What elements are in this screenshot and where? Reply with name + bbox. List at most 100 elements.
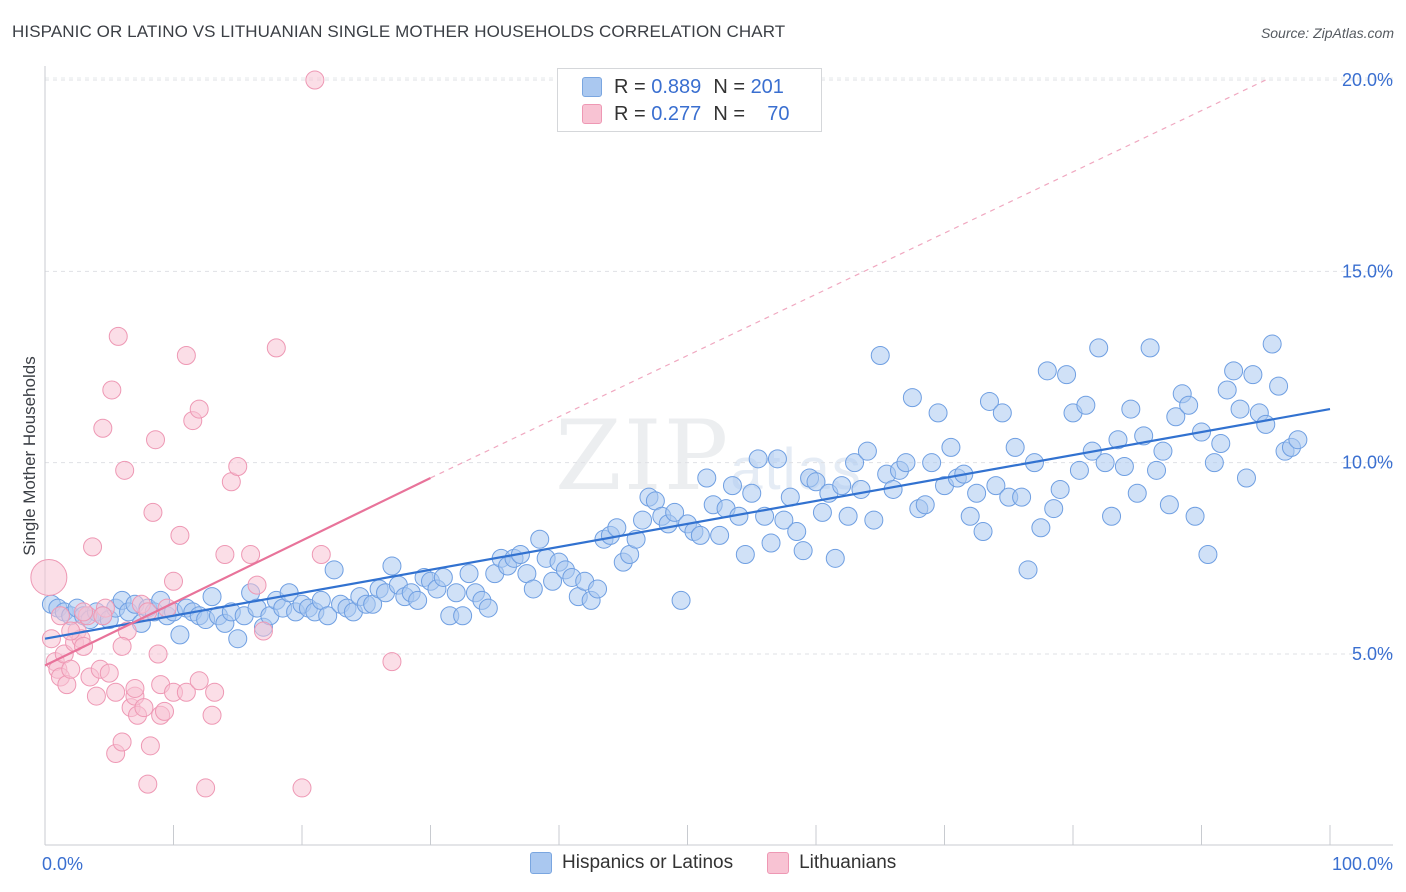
hispanic-point [1140,338,1160,358]
hispanic-point [530,529,550,549]
lithuanian-point [61,659,81,679]
hispanic-point [665,502,685,522]
hispanic-point [767,449,787,469]
lithuanian-trend-line [44,476,431,667]
n-label: N = [713,102,745,125]
hispanic-point [722,476,742,496]
lithuanian-point [61,621,81,641]
hispanic-point [1204,453,1224,473]
hispanic-point [690,525,710,545]
lithuanian-swatch [582,104,602,124]
hispanic-point [588,579,608,599]
hispanic-point [1102,506,1122,526]
hispanic-point [1217,380,1237,400]
hispanic-point [806,472,826,492]
hispanic-point [774,510,794,530]
hispanic-point [228,629,248,649]
hispanic-point [1050,479,1070,499]
hispanic-point [543,571,563,591]
lithuanian-point [83,537,103,557]
hispanic-point [1230,399,1250,419]
hispanic-trend-line [44,408,1331,640]
hispanic-point [170,625,190,645]
hispanic-legend-swatch [530,852,552,874]
hispanic-point [960,506,980,526]
hispanic-point [453,606,473,626]
lithuanian-point [266,338,286,358]
hispanic-point [671,590,691,610]
hispanic-point [382,556,402,576]
hispanic-point [1198,545,1218,565]
hispanic-point [1037,361,1057,381]
hispanic-point [922,453,942,473]
lithuanian-point [143,502,163,522]
lithuanian-point [30,558,68,596]
lithuanian-point [247,575,267,595]
lithuanian-point [382,652,402,672]
lithuanian-point [138,774,158,794]
lithuanian-point [189,671,209,691]
hispanic-point [1114,456,1134,476]
hispanic-r-value: 0.889 [651,75,702,98]
lithuanian-point [106,682,126,702]
lithuanian-point [99,663,119,683]
hispanic-point [748,449,768,469]
legend-row-hispanic: R = 0.889 N = 201 [582,74,784,100]
hispanic-point [1224,361,1244,381]
lithuanian-point [86,686,106,706]
lithuanian-point [170,525,190,545]
lithuanian-point [50,606,70,626]
source-label: Source: ZipAtlas.com [1260,25,1394,41]
hispanic-point [812,502,832,522]
lithuanian-point [74,602,94,622]
hispanic-point [1076,395,1096,415]
hispanic-point [851,479,871,499]
hispanic-point [1243,365,1263,385]
hispanic-point [1134,426,1154,446]
hispanic-point [459,564,479,584]
lithuanian-point [311,545,331,565]
lithuanian-point [176,346,196,366]
hispanic-point [902,388,922,408]
stats-legend: R = 0.889 N = 201 R = 0.277 N = 70 [557,68,822,132]
n-label: N = [713,75,745,98]
legend-item-lithuanian[interactable]: Lithuanians [767,852,896,874]
hispanic-point [1121,399,1141,419]
hispanic-point [202,587,222,607]
hispanic-point [870,346,890,366]
hispanic-point [761,533,781,553]
hispanic-point [1166,407,1186,427]
lithuanian-point [164,571,183,591]
hispanic-point [1095,453,1115,473]
legend-item-hispanic[interactable]: Hispanics or Latinos [530,852,733,874]
hispanic-point [1179,395,1199,415]
y-tick-label: 20.0% [1342,70,1393,90]
series-legend: Hispanics or Latinos Lithuanians [530,852,930,874]
hispanic-point [864,510,884,530]
hispanic-point [408,590,428,610]
r-label: R = [614,102,646,125]
lithuanian-n-value: 70 [767,102,790,125]
hispanic-point [1018,560,1038,580]
hispanic-point [787,522,807,542]
lithuanian-point [305,70,325,90]
y-tick-label: 5.0% [1352,644,1393,664]
hispanic-point [915,495,935,515]
lithuanian-point [253,621,273,641]
hispanic-point [793,541,813,561]
hispanic-point [896,453,916,473]
hispanic-point [433,567,453,587]
lithuanian-point [41,629,61,649]
hispanic-point [1069,460,1089,480]
legend-row-lithuanian: R = 0.277 N = 70 [582,101,789,127]
hispanic-point [1153,441,1173,461]
hispanic-point [1288,430,1308,450]
lithuanian-legend-label: Lithuanians [799,852,897,873]
hispanic-point [446,583,466,603]
hispanic-point [1127,483,1147,503]
lithuanian-point [93,606,113,626]
lithuanian-point [202,705,222,725]
lithuanian-point [228,456,248,476]
lithuanian-point [155,701,175,721]
lithuanian-point [134,698,154,718]
